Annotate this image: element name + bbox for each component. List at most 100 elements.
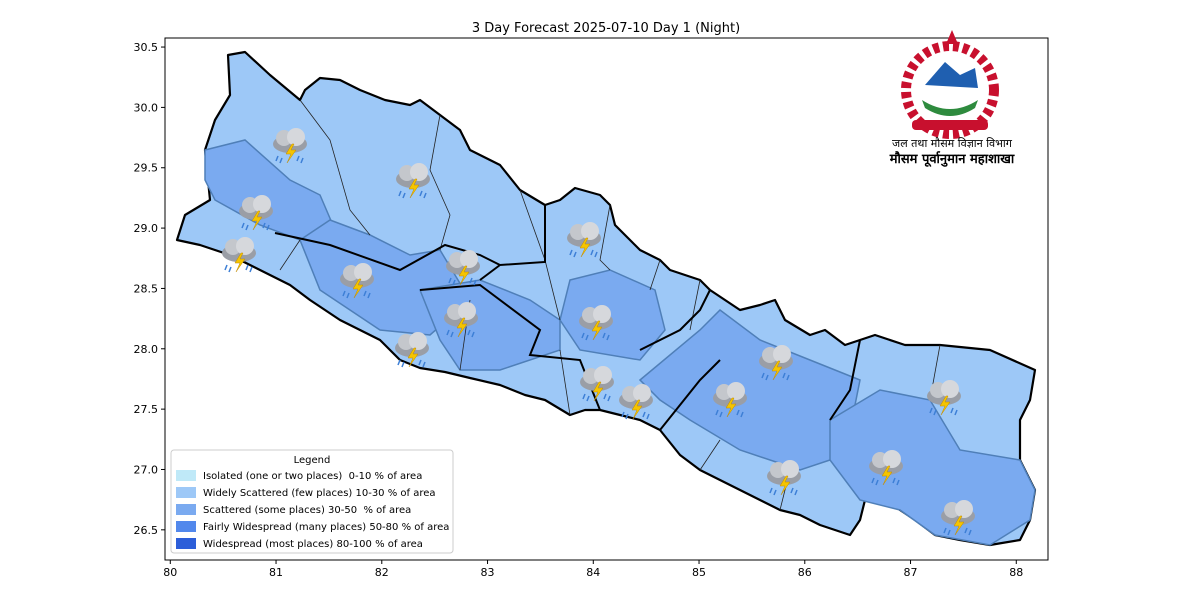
- y-tick-label: 30.5: [134, 41, 159, 54]
- weather-icon: [941, 500, 975, 536]
- weather-icon: [713, 382, 747, 418]
- lightning: [407, 347, 419, 368]
- legend-box: [170, 449, 454, 554]
- lightning: [591, 320, 603, 341]
- legend-label: Widespread (most places) 80-100 % of are…: [203, 539, 423, 550]
- cloud: [409, 332, 427, 350]
- rain: [715, 409, 744, 418]
- cloud: [410, 163, 428, 181]
- lightning: [939, 395, 951, 416]
- x-tick-label: 86: [798, 566, 812, 579]
- legend-label: Fairly Widespread (many places) 50-80 % …: [203, 522, 449, 533]
- title: 3 Day Forecast 2025-07-10 Day 1 (Night): [472, 21, 740, 36]
- rain: [871, 477, 900, 486]
- weather-icon: [580, 366, 614, 402]
- x-tick-label: 84: [586, 566, 600, 579]
- weather-icon: [927, 380, 961, 416]
- rain: [224, 264, 253, 273]
- x-tick-label: 80: [163, 566, 177, 579]
- lightning: [251, 210, 263, 231]
- cloud: [287, 128, 305, 146]
- emblem-mountain: [925, 62, 978, 88]
- legend-swatch: [176, 487, 196, 498]
- lightning: [234, 252, 246, 273]
- cloud: [633, 384, 651, 402]
- lightning: [458, 265, 470, 286]
- rain: [943, 527, 972, 536]
- weather-icon: [239, 195, 273, 231]
- legend-swatch: [176, 521, 196, 532]
- lightning: [725, 397, 737, 418]
- lightning: [771, 360, 783, 381]
- rain: [241, 222, 270, 231]
- weather-icon: [869, 450, 903, 486]
- x-tick-label: 88: [1009, 566, 1023, 579]
- rain: [342, 290, 371, 299]
- weather-icon: [396, 163, 430, 199]
- emblem-wreath: [901, 41, 999, 139]
- y-tick-label: 28.5: [134, 282, 159, 295]
- emblem: [901, 30, 999, 139]
- y-tick-label: 26.5: [134, 524, 159, 537]
- lightning: [456, 317, 468, 338]
- lightning: [592, 381, 604, 402]
- legend-swatch: [176, 538, 196, 549]
- weather-icon: [273, 128, 307, 164]
- legend-swatch: [176, 470, 196, 481]
- x-tick-label: 82: [375, 566, 389, 579]
- weather-icon: [567, 222, 601, 258]
- rain: [275, 155, 304, 164]
- rain: [446, 329, 475, 338]
- rain: [929, 407, 958, 416]
- lightning: [779, 475, 791, 496]
- lightning: [352, 278, 364, 299]
- emblem-banner: [912, 120, 988, 130]
- rain: [397, 359, 426, 368]
- lightning: [408, 178, 420, 199]
- cloud: [593, 305, 611, 323]
- emblem-hills: [922, 100, 978, 116]
- y-tick-label: 29.5: [134, 162, 159, 175]
- cloud: [460, 250, 478, 268]
- cloud: [727, 382, 745, 400]
- y-tick-label: 29.0: [134, 222, 159, 235]
- legend-label: Scattered (some places) 30-50 % of area: [203, 505, 411, 516]
- y-tick-label: 27.0: [134, 463, 159, 476]
- cloud: [781, 460, 799, 478]
- weather-icon: [222, 237, 256, 273]
- cloud: [883, 450, 901, 468]
- weather-icon: [759, 345, 793, 381]
- emblem-flag: [946, 30, 958, 44]
- weather-icon: [446, 250, 480, 286]
- cloud: [594, 366, 612, 384]
- lightning: [881, 465, 893, 486]
- rain: [569, 249, 598, 258]
- weather-icon: [444, 302, 478, 338]
- cloud: [458, 302, 476, 320]
- legend-label: Isolated (one or two places) 0-10 % of a…: [203, 471, 422, 482]
- x-tick-label: 83: [481, 566, 495, 579]
- x-tick-label: 87: [904, 566, 918, 579]
- cloud: [955, 500, 973, 518]
- weather-icon: [619, 384, 653, 420]
- weather-icon: [340, 263, 374, 299]
- x-tick-label: 85: [692, 566, 706, 579]
- department-name: जल तथा मौसम विज्ञान विभाग: [892, 137, 1013, 150]
- lightning: [285, 143, 297, 164]
- y-tick-label: 28.0: [134, 343, 159, 356]
- cloud: [236, 237, 254, 255]
- legend-label: Widely Scattered (few places) 10-30 % of…: [203, 488, 436, 499]
- y-tick-label: 27.5: [134, 403, 159, 416]
- rain: [581, 332, 610, 341]
- legend: Legend: [170, 449, 454, 554]
- legend-title: Legend: [294, 455, 331, 466]
- cloud: [581, 222, 599, 240]
- weather-icon: [579, 305, 613, 341]
- weather-icon: [767, 460, 801, 496]
- cloud: [941, 380, 959, 398]
- rain: [769, 487, 798, 496]
- rain: [761, 372, 790, 381]
- cloud: [253, 195, 271, 213]
- province-borders: [274, 205, 861, 431]
